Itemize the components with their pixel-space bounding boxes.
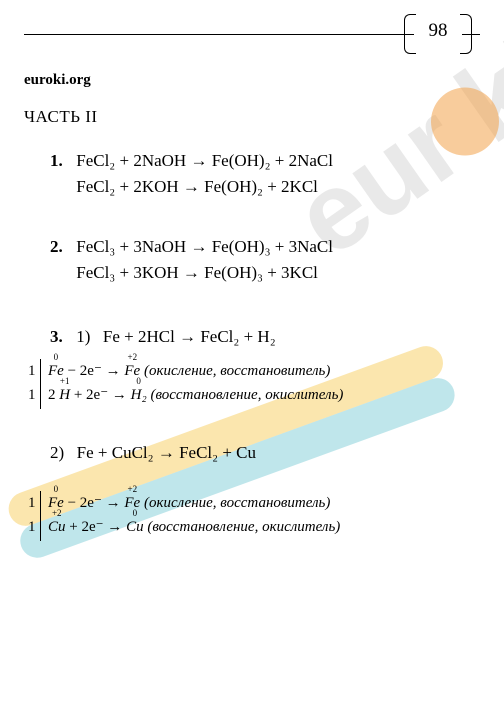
brace-bar	[40, 359, 41, 409]
page-number: 98	[414, 20, 462, 42]
page-header: 98	[24, 18, 480, 64]
sub-label: 2)	[50, 443, 64, 462]
sub-label: 1)	[76, 327, 90, 346]
equation: FeCl₂ + 2KOH → Fe(OH)₂ + 2KCl	[76, 177, 318, 196]
item-1: 1. FeCl₂ + 2NaOH → Fe(OH)₂ + 2NaCl FeCl₂…	[50, 151, 480, 197]
item-3: 3. 1) Fe + 2HCl → FeCl₂ + H₂	[50, 327, 480, 347]
part-title: ЧАСТЬ II	[24, 107, 480, 127]
item-number: 2.	[50, 237, 72, 257]
page-number-bracket: 98	[414, 14, 462, 54]
multiplier: 1	[28, 495, 36, 512]
equation: FeCl₃ + 3KOH → Fe(OH)₃ + 3KCl	[76, 263, 318, 282]
header-rule-left	[24, 34, 414, 35]
multiplier: 1	[28, 387, 36, 404]
header-rule-right	[462, 34, 480, 35]
multiplier: 1	[28, 519, 36, 536]
equation: FeCl₃ + 3NaOH → Fe(OH)₃ + 3NaCl	[76, 237, 333, 256]
item-3-sub2: 2) Fe + CuCl₂ → FeCl₂ + Cu	[50, 443, 480, 463]
site-label: euroki.org	[24, 72, 480, 89]
item-2: 2. FeCl₃ + 3NaOH → Fe(OH)₃ + 3NaCl FeCl₃…	[50, 237, 480, 283]
equation: FeCl₂ + 2NaOH → Fe(OH)₂ + 2NaCl	[76, 151, 333, 170]
item-number: 1.	[50, 151, 72, 171]
half-reactions-2: 1 1 0Fe − 2e⁻ → +2Fe (окисление, восстан…	[24, 489, 480, 545]
half-reaction: 0Fe − 2e⁻ → +2Fe (окисление, восстановит…	[48, 493, 330, 512]
brace-bar	[40, 491, 41, 541]
equation: Fe + 2HCl → FeCl₂ + H₂	[103, 327, 276, 346]
half-reaction: 0Fe − 2e⁻ → +2Fe (окисление, восстановит…	[48, 361, 330, 380]
equation: Fe + CuCl₂ → FeCl₂ + Cu	[77, 443, 256, 462]
half-reaction: 2 +1H + 2e⁻ → 0H₂ (восстановление, окисл…	[48, 385, 343, 404]
half-reaction: +2Cu + 2e⁻ → 0Cu (восстановление, окисли…	[48, 517, 340, 536]
item-number: 3.	[50, 327, 72, 347]
half-reactions-1: 1 1 0Fe − 2e⁻ → +2Fe (окисление, восстан…	[24, 357, 480, 413]
multiplier: 1	[28, 363, 36, 380]
